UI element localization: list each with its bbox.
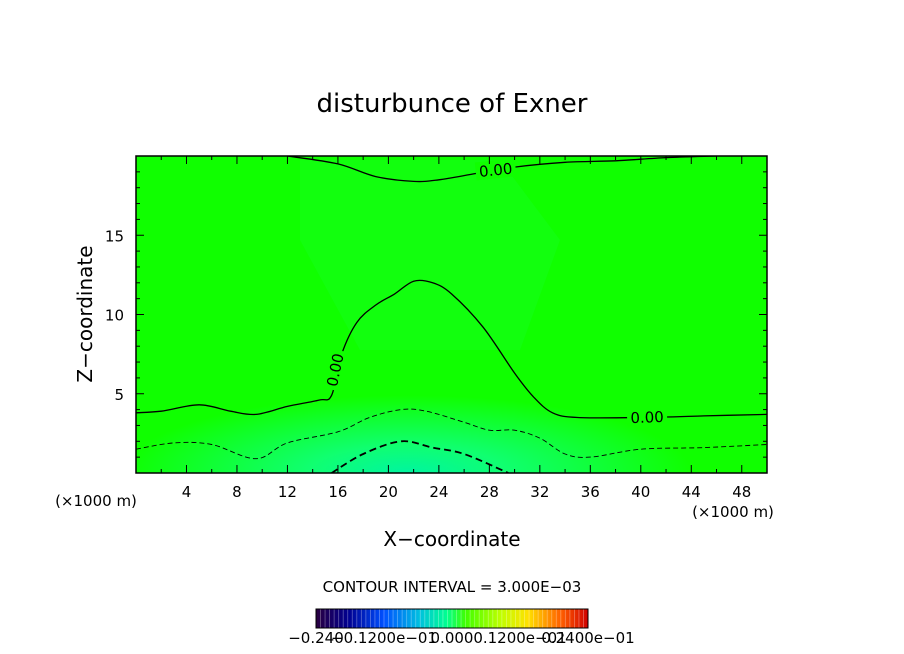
chart-title: disturbunce of Exner: [317, 89, 588, 119]
contour-label-bg: [626, 406, 668, 427]
colorbar-label: 0.1200e−01: [473, 629, 566, 647]
x-tick-label: 20: [379, 483, 398, 501]
contour-label: 0.00: [626, 406, 668, 427]
contour-label-bg: [474, 158, 517, 181]
x-axis-label: X−coordinate: [383, 527, 520, 551]
x-tick-label: 16: [328, 483, 347, 501]
contour-line-1: [136, 279, 767, 419]
colorbar-label: 0.000: [431, 629, 474, 647]
x-tick-label: 36: [581, 483, 600, 501]
colorbar-label: 0.2400e−01: [541, 629, 634, 647]
y-axis-label: Z−coordinate: [73, 245, 97, 382]
contour-line-4: [331, 440, 509, 473]
y-tick-label: 5: [114, 386, 124, 404]
shade-bottom-glow: [136, 300, 767, 473]
y-tick-label: 10: [105, 307, 124, 325]
x-tick-label: 40: [631, 483, 650, 501]
x-unit-right: (×1000 m): [692, 503, 774, 521]
contour-label: 0.00: [474, 158, 517, 181]
x-unit-left: (×1000 m): [55, 492, 137, 510]
contour-label-text: 0.00: [478, 160, 513, 181]
colorbar: −0.240−0.1200e−010.000 0.1200e−010.2400e−…: [288, 608, 635, 647]
x-tick-label: 8: [232, 483, 242, 501]
x-tick-label: 24: [429, 483, 448, 501]
y-tick-label: 15: [105, 227, 124, 245]
x-tick-label: 4: [182, 483, 192, 501]
contour-label-bg: [321, 348, 348, 392]
x-tick-label: 12: [278, 483, 297, 501]
contour-interval-text: CONTOUR INTERVAL = 3.000E−03: [323, 578, 582, 596]
colorbar-label: −0.240: [288, 629, 344, 647]
colorbar-fill: [316, 609, 588, 628]
x-tick-label: 28: [480, 483, 499, 501]
x-tick-label: 44: [682, 483, 701, 501]
contour-label-text: 0.00: [630, 408, 664, 427]
colorbar-frame: [315, 608, 589, 629]
contour-label: 0.00: [321, 348, 348, 392]
x-tick-label: 32: [530, 483, 549, 501]
contour-line-3: [136, 408, 767, 460]
colorbar-label: −0.1200e−01: [331, 629, 437, 647]
x-tick-label: 48: [732, 483, 751, 501]
plot-area: 0.000.000.00 4 8 12 16 20 24 28 32 36 40 44 48 5101…: [105, 155, 768, 501]
